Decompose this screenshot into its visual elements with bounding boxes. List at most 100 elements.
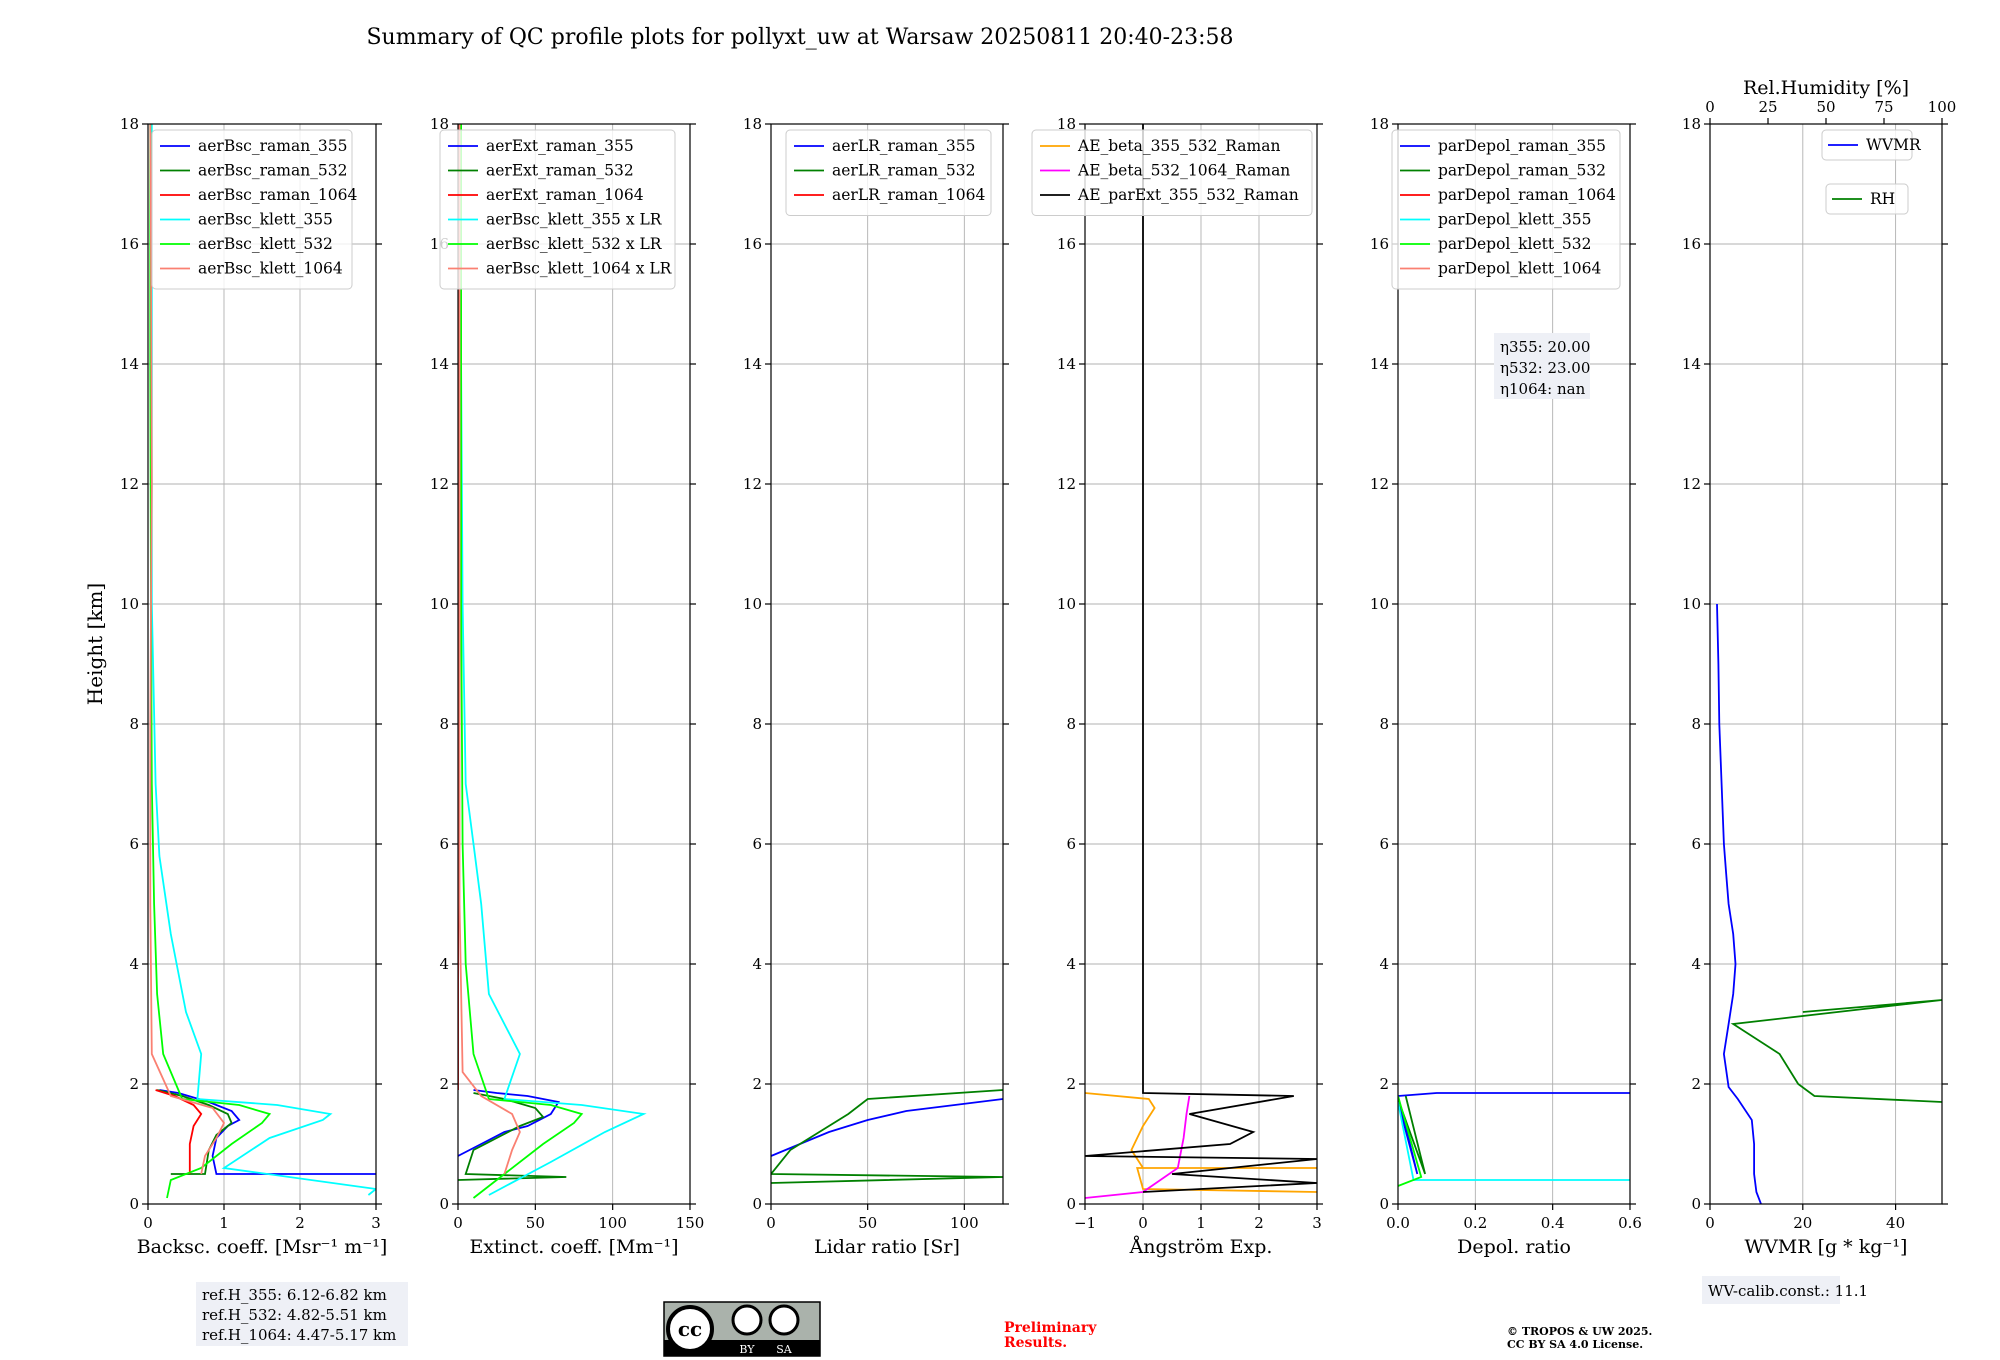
y-tick-label: 10 [430, 595, 449, 613]
x-tick-label: 3 [371, 1214, 381, 1232]
axes-frame [147, 123, 377, 1205]
y-tick-label: 6 [439, 835, 449, 853]
annotation-line: ref.H_355: 6.12-6.82 km [202, 1286, 387, 1304]
copyright-text: CC BY SA 4.0 License. [1507, 1338, 1643, 1351]
series-line-aerBsc_klett_1064 [149, 124, 226, 1175]
legend-entry: parDepol_raman_1064 [1438, 186, 1616, 204]
series-line-aerExt_raman_532 [458, 1092, 567, 1181]
y-tick-label: 18 [1682, 115, 1701, 133]
wv-calib-box: WV-calib.const.: 11.1 [1702, 1276, 1868, 1304]
x-axis-label: Backsc. coeff. [Msr⁻¹ m⁻¹] [137, 1236, 388, 1258]
grid [1709, 123, 1942, 1205]
y-tick-label: 18 [430, 115, 449, 133]
y-tick-label: 4 [752, 955, 762, 973]
y-tick-label: 0 [1066, 1195, 1076, 1213]
sa-icon [768, 1304, 800, 1336]
x-axis-label: Lidar ratio [Sr] [814, 1236, 960, 1258]
y-tick-label: 2 [129, 1075, 139, 1093]
x-tick-label: 2 [295, 1214, 305, 1232]
y-tick-label: 0 [129, 1195, 139, 1213]
y-tick-label: 8 [1379, 715, 1389, 733]
legend: WVMR RH [1821, 129, 1922, 215]
y-tick-label: 6 [129, 835, 139, 853]
legend-entry: aerBsc_klett_1064 x LR [486, 260, 673, 278]
y-tick-label: 8 [1691, 715, 1701, 733]
series-line-parDepol_klett_355 [1398, 1101, 1630, 1181]
series-line-AE_beta_355_532_Raman [1085, 1092, 1317, 1193]
y-tick-label: 12 [1370, 475, 1389, 493]
legend-entry: parDepol_raman_355 [1438, 137, 1606, 155]
legend-entry: aerBsc_klett_532 [198, 235, 333, 253]
series-line-aerBsc_klett_355 x LR [460, 124, 647, 1196]
x-tick-label: 50 [526, 1214, 545, 1232]
figure-title: Summary of QC profile plots for pollyxt_… [366, 25, 1233, 50]
legend-box-rh [1825, 183, 1909, 215]
x-tick-label: 0 [1138, 1214, 1148, 1232]
x-axis-label: Depol. ratio [1457, 1236, 1571, 1258]
y-tick-label: 18 [1057, 115, 1076, 133]
sa-label: SA [776, 1343, 793, 1356]
legend-entry: parDepol_klett_1064 [1438, 260, 1601, 278]
y-tick-label: 0 [1691, 1195, 1701, 1213]
y-tick-label: 14 [1057, 355, 1076, 373]
annotation-bg [1702, 1276, 1840, 1304]
legend-entry: parDepol_klett_355 [1438, 211, 1591, 229]
y-tick-label: 4 [439, 955, 449, 973]
annotation-line: WV-calib.const.: 11.1 [1708, 1282, 1868, 1300]
x-tick-label: 20 [1793, 1214, 1812, 1232]
legend-entry: AE_beta_532_1064_Raman [1077, 162, 1290, 180]
annotation-line: η1064: nan [1500, 380, 1586, 398]
x-tick-label: 0.6 [1618, 1214, 1642, 1232]
legend: AE_beta_355_532_Raman AE_beta_532_1064_Ra… [1031, 129, 1313, 216]
y-tick-label: 4 [129, 955, 139, 973]
series-line-aerBsc_klett_355 [150, 124, 376, 1196]
y-tick-label: 6 [1379, 835, 1389, 853]
annotation-bg [1494, 333, 1590, 399]
y-tick-label: 6 [1691, 835, 1701, 853]
axes-frame [457, 123, 691, 1205]
x-tick-label: 1 [219, 1214, 229, 1232]
y-tick-label: 12 [1057, 475, 1076, 493]
series-group [458, 124, 647, 1199]
legend-entry: RH [1870, 190, 1895, 208]
series-line-parDepol_raman_355 [1398, 1092, 1630, 1175]
x-tick-label: 3 [1312, 1214, 1322, 1232]
series-line-aerBsc_klett_532 x LR [460, 124, 584, 1199]
x-axis-label: Ångström Exp. [1129, 1236, 1273, 1258]
series-group [771, 1089, 1003, 1184]
y-tick-label: 14 [743, 355, 762, 373]
x-tick-label: 0 [1705, 1214, 1715, 1232]
series-line-aerBsc_raman_532 [156, 1089, 233, 1175]
y-tick-label: 2 [1691, 1075, 1701, 1093]
y-tick-label: 6 [752, 835, 762, 853]
y-tick-label: 14 [120, 355, 139, 373]
y-tick-label: 16 [1057, 235, 1076, 253]
legend: aerLR_raman_355 aerLR_raman_532 aerLR_rama… [785, 129, 992, 216]
x-tick-label: 100 [598, 1214, 627, 1232]
legend-box [1031, 129, 1313, 216]
x2-tick-label: 75 [1874, 98, 1893, 116]
x-tick-label: 0 [453, 1214, 463, 1232]
legend-box [785, 129, 992, 216]
x2-tick-label: 0 [1705, 98, 1715, 116]
series-line-parDepol_klett_532 [1398, 1095, 1423, 1187]
y-tick-label: 10 [1057, 595, 1076, 613]
annotation-line: η355: 20.00 [1500, 338, 1590, 356]
y-tick-label: 2 [752, 1075, 762, 1093]
x2-tick-label: 100 [1928, 98, 1957, 116]
y-tick-label: 12 [120, 475, 139, 493]
y-tick-label: 10 [1682, 595, 1701, 613]
panel-5: 0.0 0.2 0.4 0.6 0 2 4 6 8 10 12 14 16 18 Depol. ratio p… [1370, 115, 1642, 1258]
y-tick-label: 16 [1370, 235, 1389, 253]
y-tick-label: 4 [1066, 955, 1076, 973]
y-tick-label: 12 [430, 475, 449, 493]
legend-entry: aerBsc_klett_532 x LR [486, 235, 663, 253]
legend-entry: aerBsc_raman_355 [198, 137, 348, 155]
x-tick-label: 0 [766, 1214, 776, 1232]
y-tick-label: 0 [439, 1195, 449, 1213]
grid [1084, 123, 1318, 1205]
